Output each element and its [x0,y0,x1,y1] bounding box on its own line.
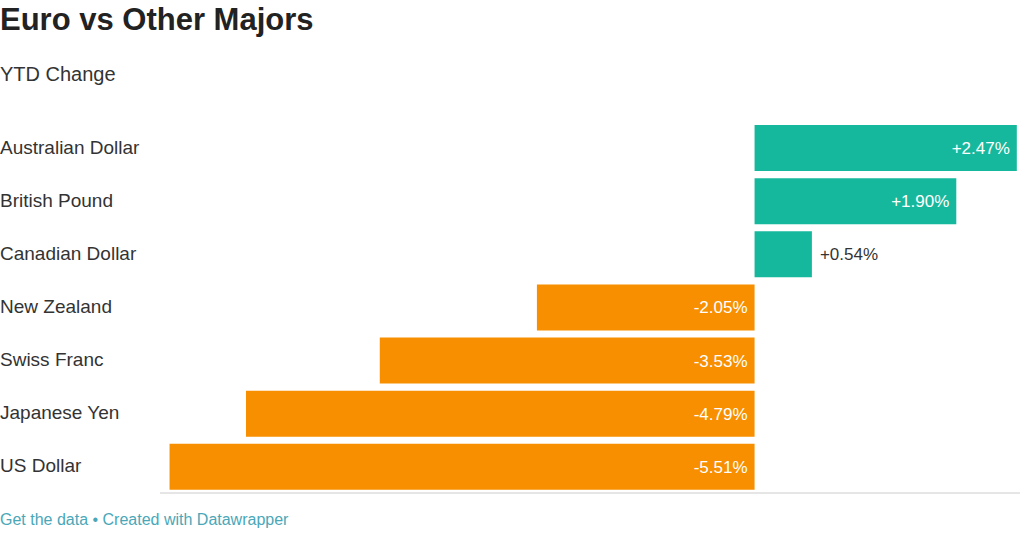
svg-text:Australian Dollar: Australian Dollar [8,137,140,158]
html-text:YTD Change: YTD Change [0,63,116,85]
html-text:Get the data • Created with Da: Get the data • Created with Datawrapper [0,511,289,528]
html-text:Euro vs Other Majors: Euro vs Other Majors [0,2,314,37]
svg-text:+2.47%: +2.47% [952,139,1010,158]
svg-text:-2.05%: -2.05% [694,298,748,317]
svg-text:-4.79%: -4.79% [694,405,748,424]
svg-text:Canadian Dollar: Canadian Dollar [8,243,137,264]
svg-text:+1.90%: +1.90% [891,192,949,211]
svg-text:US Dollar: US Dollar [8,455,82,476]
svg-text:-3.53%: -3.53% [694,352,748,371]
svg-text:-5.51%: -5.51% [694,458,748,477]
svg-text:Japanese Yen: Japanese Yen [8,402,119,423]
svg-text:Swiss Franc: Swiss Franc [8,349,103,370]
svg-text:New Zealand: New Zealand [8,296,112,317]
svg-text:British Pound: British Pound [8,190,113,211]
svg-text:+0.54%: +0.54% [820,245,878,264]
